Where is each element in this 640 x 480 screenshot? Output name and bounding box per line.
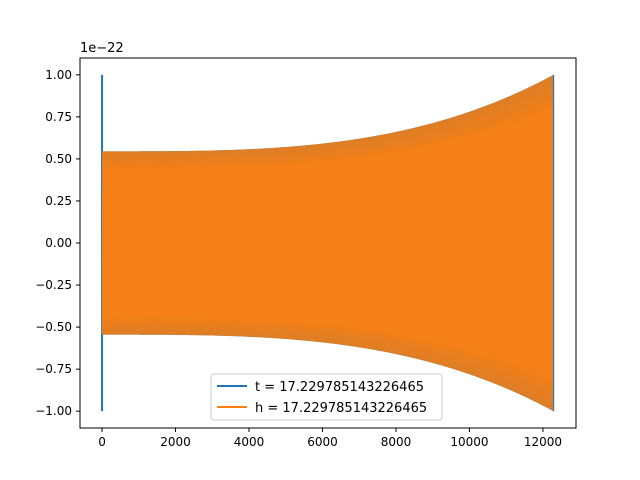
legend-box [210, 373, 443, 421]
series-line [101, 74, 554, 412]
series-h [101, 74, 554, 412]
y-tick-label: 0.75 [45, 110, 72, 124]
y-tick-label: 0.50 [45, 152, 72, 166]
y-tick-label: 0.25 [45, 194, 72, 208]
y-tick-label: −0.75 [35, 362, 72, 376]
legend-label-h: h = 17.229785143226465 [255, 401, 427, 416]
x-tick-label: 2000 [160, 435, 191, 449]
x-tick-label: 6000 [307, 435, 338, 449]
y-tick-label: 0.00 [45, 236, 72, 250]
series-line [101, 74, 554, 412]
y-axis: −1.00 −0.75 −0.50 −0.25 0.00 0.25 0.50 0.75 1.00 [35, 68, 80, 418]
x-axis: 0 2000 4000 6000 8000 10000 12000 [98, 428, 562, 449]
y-tick-label: −0.50 [35, 320, 72, 334]
x-tick-label: 8000 [381, 435, 412, 449]
x-tick-label: 12000 [524, 435, 562, 449]
x-tick-label: 0 [98, 435, 106, 449]
y-tick-label: −1.00 [35, 404, 72, 418]
plot-layer [101, 74, 555, 412]
legend-label-t: t = 17.229785143226465 [255, 380, 424, 395]
x-tick-label: 10000 [450, 435, 488, 449]
x-tick-label: 4000 [234, 435, 265, 449]
y-tick-label: −0.25 [35, 278, 72, 292]
legend: t = 17.229785143226465 h = 17.2297851432… [210, 373, 443, 421]
y-tick-label: 1.00 [45, 68, 72, 82]
y-offset-label: 1e−22 [80, 41, 124, 56]
